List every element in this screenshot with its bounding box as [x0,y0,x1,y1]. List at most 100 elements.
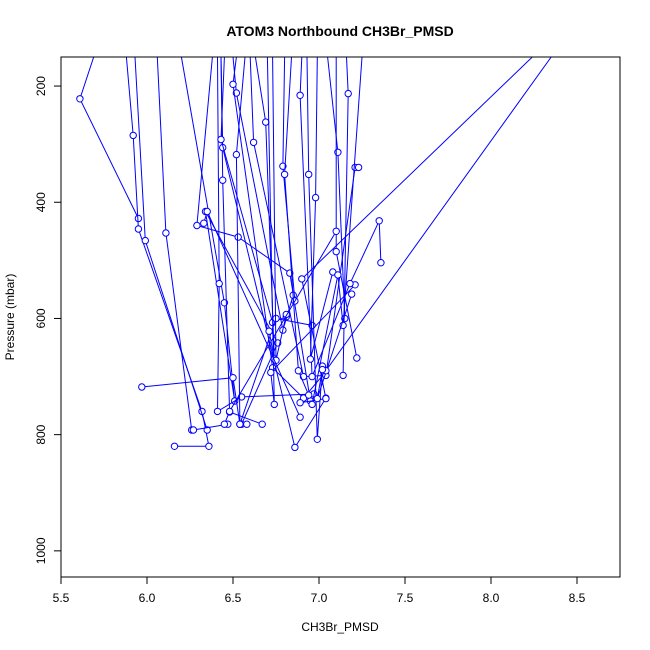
data-point [215,279,223,288]
series-8 [219,57,266,428]
data-point [354,163,363,172]
series-line [125,57,210,447]
series-16 [266,57,359,409]
data-point [377,259,385,267]
series-10 [217,57,290,327]
data-point [313,435,321,443]
data-point [129,131,137,140]
data-point [306,355,315,363]
data-point [313,394,321,403]
series-28 [313,57,552,403]
series-32 [220,227,340,428]
data-point [258,420,266,428]
data-point [243,420,251,428]
x-tick-label: 8.0 [483,591,500,605]
data-point [308,400,316,409]
data-point [262,118,270,126]
series-line [156,57,193,431]
data-point [170,442,179,450]
data-point [280,170,289,179]
data-point [134,225,143,233]
series-line [220,57,287,324]
data-point [346,279,354,288]
data-point [217,135,225,144]
x-tick-label: 6.5 [225,591,242,605]
data-point [76,95,84,103]
series-line [306,57,323,440]
data-point [213,407,222,416]
data-point [332,227,340,236]
data-point [193,221,201,230]
series-25 [339,57,352,380]
data-point [353,354,361,362]
data-point [270,400,278,409]
data-point [229,374,237,382]
series-layer [76,57,552,452]
x-tick-label: 6.0 [139,591,156,605]
data-point [344,89,352,98]
x-tick-label: 5.5 [53,591,70,605]
data-point [249,138,258,147]
x-tick-label: 7.0 [311,591,328,605]
data-point [205,442,213,450]
y-tick-label: 800 [34,424,48,444]
chart-title: ATOM3 Northbound CH3Br_PMSD [226,23,453,39]
series-line [299,57,382,377]
series-19 [280,57,313,399]
series-17 [272,57,290,364]
series-line [309,57,334,360]
y-axis-label: Pressure (mbar) [3,274,17,361]
series-20 [296,57,385,381]
data-point [229,80,237,89]
series-line [311,57,363,405]
data-point [294,367,303,375]
data-point [138,383,146,391]
y-tick-label: 400 [34,192,48,212]
series-line [284,57,310,396]
series-4 [156,57,196,434]
series-7 [213,57,318,416]
series-line [220,57,263,425]
x-axis: 5.5 6.0 6.5 7.0 7.5 8.0 8.5 [53,576,586,605]
data-point [234,233,242,241]
data-point [348,290,356,298]
data-point [332,247,340,256]
data-point [225,407,234,416]
data-point [265,327,273,335]
data-point [200,219,208,227]
series-22 [306,57,337,363]
data-point [318,365,327,374]
data-point [220,420,229,428]
plot-frame [60,56,621,578]
data-point [162,229,170,237]
series-line [254,57,275,360]
series-31 [200,207,304,421]
y-tick-label: 200 [34,76,48,96]
x-tick-label: 8.5 [569,591,586,605]
data-point [334,148,342,157]
data-point [334,271,342,279]
data-point [189,426,198,434]
series-line [266,57,356,405]
series-line [79,57,139,219]
y-axis: 200 400 600 800 1000 [34,76,62,564]
data-point [232,150,241,159]
data-point [296,91,304,100]
data-point [291,443,299,452]
series-3 [134,57,211,434]
series-1 [76,57,143,223]
x-axis-label: CH3Br_PMSD [301,620,379,634]
data-point [267,368,275,377]
series-27 [296,57,533,407]
series-line [220,57,327,449]
data-point [236,420,244,428]
data-point [296,399,304,407]
series-line [316,57,552,399]
data-point [305,170,313,179]
x-tick-label: 7.5 [397,591,414,605]
data-point [322,394,330,403]
y-tick-label: 1000 [34,537,48,564]
data-point [141,236,150,245]
data-point [311,193,320,202]
